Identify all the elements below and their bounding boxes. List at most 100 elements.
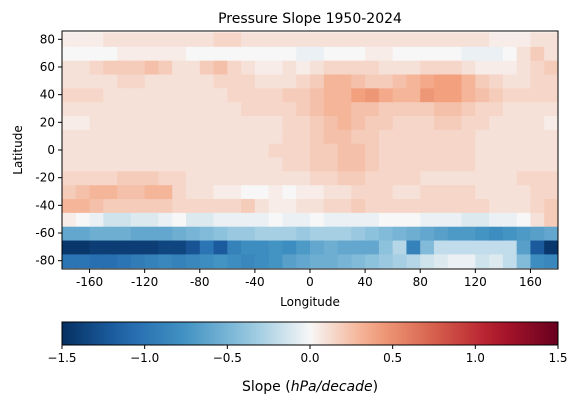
heatmap-cell: [392, 115, 408, 130]
heatmap-cell: [351, 73, 366, 89]
heatmap-cell: [378, 212, 394, 227]
heatmap-cell: [75, 101, 91, 117]
heatmap-cell: [420, 115, 435, 130]
heatmap-cell: [530, 198, 545, 213]
heatmap-cell: [310, 101, 325, 117]
heatmap-cell: [337, 156, 352, 172]
heatmap-cell: [310, 129, 325, 144]
heatmap-cell: [420, 101, 435, 117]
heatmap-cell: [199, 239, 215, 255]
heatmap-cell: [351, 143, 366, 158]
heatmap-cell: [241, 87, 256, 103]
heatmap-cell: [158, 101, 173, 117]
heatmap-cell: [254, 46, 270, 61]
heatmap-cell: [268, 143, 284, 158]
heatmap-cell: [461, 60, 476, 75]
heatmap-cell: [227, 170, 242, 186]
heatmap-cell: [89, 32, 104, 47]
heatmap-cell: [530, 239, 545, 255]
heatmap-cell: [323, 212, 339, 227]
heatmap-cell: [172, 226, 187, 241]
heatmap-cell: [489, 253, 504, 269]
heatmap-cell: [489, 226, 504, 241]
heatmap-cell: [337, 87, 352, 103]
heatmap-cell: [282, 253, 297, 269]
heatmap-cell: [420, 143, 435, 158]
heatmap-cell: [502, 239, 518, 255]
heatmap-cell: [117, 184, 132, 200]
heatmap-cell: [75, 226, 91, 241]
heatmap-cell: [406, 101, 421, 117]
heatmap-cell: [337, 212, 352, 227]
heatmap-cell: [351, 32, 366, 47]
heatmap-cell: [351, 226, 366, 241]
heatmap-cell: [310, 46, 325, 61]
heatmap-cell: [447, 156, 463, 172]
heatmap-cell: [62, 73, 77, 89]
heatmap-cell: [89, 253, 104, 269]
heatmap-cell: [530, 253, 545, 269]
heatmap-cell: [89, 115, 104, 130]
heatmap-cell: [434, 60, 449, 75]
heatmap-cell: [406, 170, 421, 186]
x-tick-label: 40: [357, 275, 372, 289]
heatmap-cell: [268, 46, 284, 61]
heatmap-cell: [530, 143, 545, 158]
heatmap-cell: [227, 101, 242, 117]
heatmap-cell: [392, 60, 408, 75]
heatmap-cell: [406, 46, 421, 61]
x-tick-label: 160: [519, 275, 542, 289]
heatmap-cell: [447, 60, 463, 75]
heatmap-cell: [516, 32, 532, 47]
heatmap-cell: [420, 32, 435, 47]
heatmap-cell: [227, 87, 242, 103]
heatmap-cell: [241, 101, 256, 117]
heatmap-cell: [365, 184, 380, 200]
heatmap-cell: [199, 143, 215, 158]
heatmap-cell: [241, 32, 256, 47]
heatmap-cell: [447, 115, 463, 130]
heatmap-cell: [199, 184, 215, 200]
heatmap-cell: [502, 87, 518, 103]
heatmap-cell: [117, 115, 132, 130]
heatmap-cell: [130, 60, 146, 75]
heatmap-cell: [420, 198, 435, 213]
heatmap-cell: [75, 32, 91, 47]
heatmap-cell: [199, 32, 215, 47]
heatmap-cell: [447, 184, 463, 200]
heatmap-cell: [434, 170, 449, 186]
heatmap-cell: [544, 170, 558, 186]
heatmap-cell: [227, 253, 242, 269]
heatmap-cell: [199, 101, 215, 117]
x-tick-label: 0: [306, 275, 314, 289]
heatmap-cell: [268, 184, 284, 200]
heatmap-cell: [103, 129, 118, 144]
heatmap-cell: [144, 115, 160, 130]
heatmap-cell: [475, 143, 490, 158]
heatmap-cell: [392, 32, 408, 47]
heatmap-cell: [199, 87, 215, 103]
heatmap-cell: [378, 73, 394, 89]
heatmap-cell: [337, 143, 352, 158]
heatmap-cell: [199, 198, 215, 213]
heatmap-cell: [282, 87, 297, 103]
heatmap-cell: [282, 60, 297, 75]
heatmap-cell: [268, 170, 284, 186]
heatmap-cell: [489, 101, 504, 117]
heatmap-cell: [337, 73, 352, 89]
heatmap-cell: [172, 87, 187, 103]
heatmap-cell: [227, 115, 242, 130]
heatmap-cell: [296, 239, 311, 255]
heatmap-cell: [103, 101, 118, 117]
heatmap-cell: [434, 156, 449, 172]
heatmap-cell: [62, 143, 77, 158]
heatmap-cell: [89, 184, 104, 200]
heatmap-cell: [378, 143, 394, 158]
y-tick-label: -40: [35, 198, 55, 212]
heatmap-cell: [502, 101, 518, 117]
heatmap-cell: [186, 115, 201, 130]
heatmap-cell: [337, 239, 352, 255]
heatmap-cell: [461, 73, 476, 89]
heatmap-cell: [365, 87, 380, 103]
heatmap-cell: [296, 32, 311, 47]
